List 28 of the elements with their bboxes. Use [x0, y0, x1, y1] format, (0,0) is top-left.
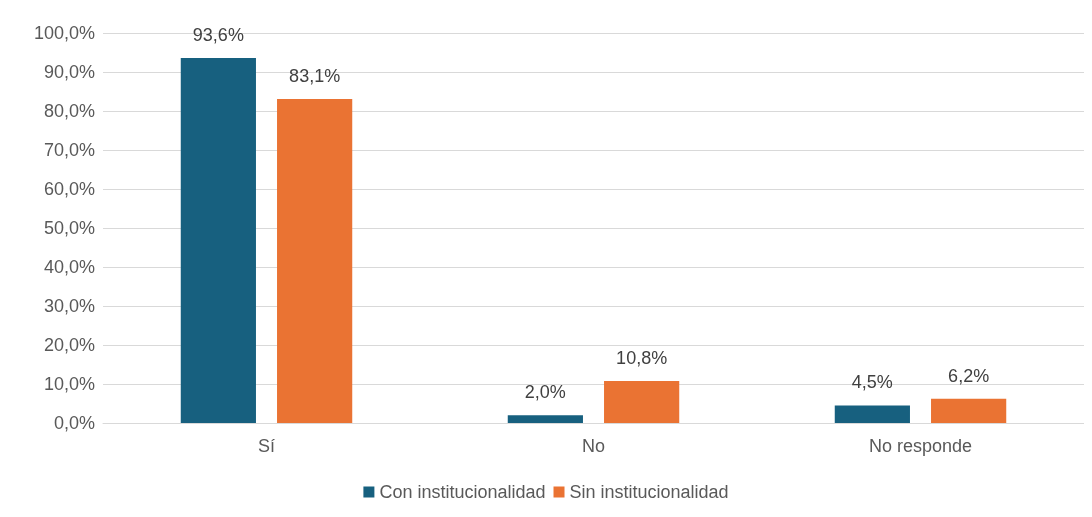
y-tick-label: 30,0%	[43, 296, 95, 316]
bar	[277, 98, 353, 423]
x-tick-label: Sí	[257, 436, 276, 456]
y-tick-label: 10,0%	[43, 374, 95, 394]
legend-label: Sin institucionalidad	[569, 482, 729, 502]
y-tick-label: 20,0%	[43, 335, 95, 355]
data-label: 6,2%	[948, 365, 990, 386]
y-tick-label: 40,0%	[43, 257, 95, 277]
data-label: 2,0%	[524, 382, 566, 403]
x-tick-label: No responde	[868, 436, 973, 456]
x-tick-label: No	[581, 436, 606, 456]
y-tick-label: 80,0%	[43, 101, 95, 121]
y-tick-label: 60,0%	[43, 179, 95, 199]
y-tick-label: 50,0%	[43, 218, 95, 238]
bar	[507, 415, 583, 423]
data-label: 83,1%	[289, 65, 341, 86]
bar	[604, 380, 680, 423]
y-tick-label: 0,0%	[53, 413, 95, 433]
data-label: 10,8%	[616, 347, 668, 368]
y-tick-label: 90,0%	[43, 62, 95, 82]
bar	[180, 57, 256, 423]
y-tick-label: 70,0%	[43, 140, 95, 160]
bar	[931, 398, 1007, 423]
legend-label: Con institucionalidad	[379, 482, 546, 502]
y-tick-label: 100,0%	[33, 23, 95, 43]
data-label: 4,5%	[851, 372, 893, 393]
bar	[834, 405, 910, 423]
data-label: 93,6%	[192, 24, 244, 45]
